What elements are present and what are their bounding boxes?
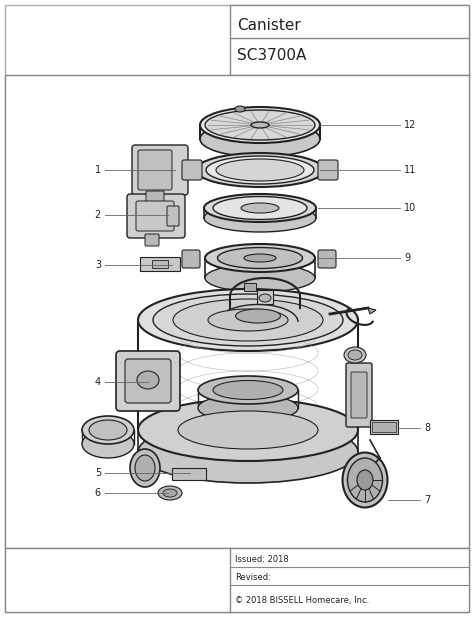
Ellipse shape xyxy=(204,194,316,222)
Bar xyxy=(152,260,168,268)
Ellipse shape xyxy=(200,107,320,143)
Ellipse shape xyxy=(82,430,134,458)
FancyBboxPatch shape xyxy=(136,201,174,231)
Ellipse shape xyxy=(204,204,316,232)
FancyBboxPatch shape xyxy=(318,250,336,268)
Ellipse shape xyxy=(235,106,245,112)
Ellipse shape xyxy=(251,122,269,128)
Text: 1: 1 xyxy=(95,165,101,175)
Text: 4: 4 xyxy=(95,377,101,387)
Text: Revised:: Revised: xyxy=(235,573,271,581)
Polygon shape xyxy=(368,308,376,314)
Ellipse shape xyxy=(163,489,177,497)
Ellipse shape xyxy=(138,289,358,351)
Ellipse shape xyxy=(205,244,315,272)
FancyBboxPatch shape xyxy=(138,150,172,190)
Ellipse shape xyxy=(173,299,323,341)
Ellipse shape xyxy=(200,121,320,157)
FancyBboxPatch shape xyxy=(125,359,171,403)
Ellipse shape xyxy=(138,421,358,483)
FancyBboxPatch shape xyxy=(346,363,372,427)
Ellipse shape xyxy=(357,470,373,490)
Ellipse shape xyxy=(178,411,318,449)
Ellipse shape xyxy=(343,452,388,508)
Ellipse shape xyxy=(205,110,315,140)
Text: 12: 12 xyxy=(404,120,416,130)
Ellipse shape xyxy=(259,294,271,302)
Text: Canister: Canister xyxy=(237,17,301,33)
Text: 9: 9 xyxy=(404,253,410,263)
Bar xyxy=(5,75,469,548)
Bar xyxy=(140,257,180,271)
Text: 2: 2 xyxy=(95,210,101,220)
Bar xyxy=(370,420,398,434)
Ellipse shape xyxy=(82,416,134,444)
FancyBboxPatch shape xyxy=(182,160,202,180)
Bar xyxy=(230,5,469,75)
Ellipse shape xyxy=(208,309,288,331)
Text: Issued: 2018: Issued: 2018 xyxy=(235,555,289,565)
Text: 5: 5 xyxy=(95,468,101,478)
Ellipse shape xyxy=(138,399,358,461)
Ellipse shape xyxy=(158,486,182,500)
Bar xyxy=(5,548,469,612)
Ellipse shape xyxy=(137,371,159,389)
Bar xyxy=(257,290,273,304)
Text: 7: 7 xyxy=(424,495,430,505)
Ellipse shape xyxy=(153,294,343,346)
Ellipse shape xyxy=(206,156,314,184)
Ellipse shape xyxy=(135,455,155,481)
FancyBboxPatch shape xyxy=(182,250,200,268)
Ellipse shape xyxy=(347,458,383,502)
Ellipse shape xyxy=(130,449,160,487)
FancyBboxPatch shape xyxy=(167,206,179,226)
Ellipse shape xyxy=(216,159,304,181)
Ellipse shape xyxy=(236,309,281,323)
Text: 10: 10 xyxy=(404,203,416,213)
Ellipse shape xyxy=(348,350,362,360)
Ellipse shape xyxy=(196,153,324,187)
FancyBboxPatch shape xyxy=(116,351,180,411)
Text: 3: 3 xyxy=(95,260,101,270)
Ellipse shape xyxy=(198,376,298,404)
FancyBboxPatch shape xyxy=(318,160,338,180)
FancyBboxPatch shape xyxy=(146,191,164,203)
Ellipse shape xyxy=(205,264,315,292)
Text: SC3700A: SC3700A xyxy=(237,48,306,62)
Ellipse shape xyxy=(241,203,279,213)
Text: 11: 11 xyxy=(404,165,416,175)
Text: 8: 8 xyxy=(424,423,430,433)
Ellipse shape xyxy=(198,394,298,422)
Ellipse shape xyxy=(89,420,127,440)
Ellipse shape xyxy=(244,254,276,262)
Bar xyxy=(172,468,206,480)
FancyBboxPatch shape xyxy=(145,234,159,246)
Ellipse shape xyxy=(213,196,307,220)
FancyBboxPatch shape xyxy=(132,145,188,195)
Ellipse shape xyxy=(344,347,366,363)
FancyBboxPatch shape xyxy=(351,372,367,418)
FancyBboxPatch shape xyxy=(127,194,185,238)
Text: 6: 6 xyxy=(95,488,101,498)
Bar xyxy=(372,422,396,432)
Bar xyxy=(244,283,256,291)
Ellipse shape xyxy=(218,247,302,268)
Ellipse shape xyxy=(213,381,283,399)
Text: © 2018 BISSELL Homecare, Inc.: © 2018 BISSELL Homecare, Inc. xyxy=(235,595,369,605)
